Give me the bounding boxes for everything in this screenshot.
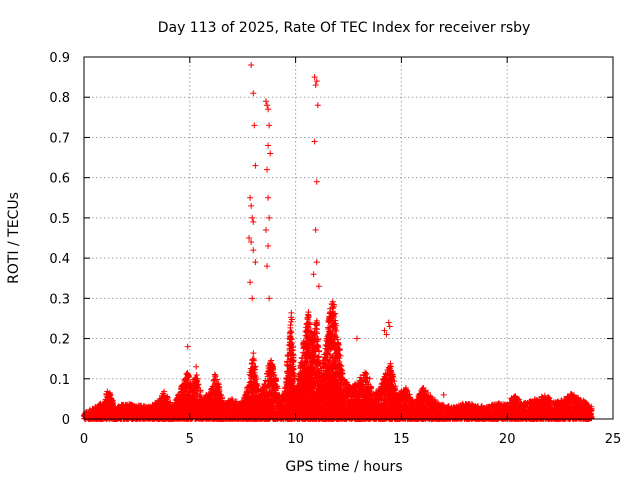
data-point: [287, 328, 294, 335]
data-point: [250, 350, 257, 357]
data-point: [288, 309, 295, 316]
data-point: [167, 399, 174, 406]
data-point: [110, 400, 117, 407]
data-point: [161, 388, 168, 395]
data-point: [287, 322, 294, 329]
data-points: [80, 62, 595, 422]
data-point: [106, 391, 113, 398]
data-point: [164, 394, 171, 401]
data-point: [288, 329, 295, 336]
grid: [84, 57, 613, 419]
